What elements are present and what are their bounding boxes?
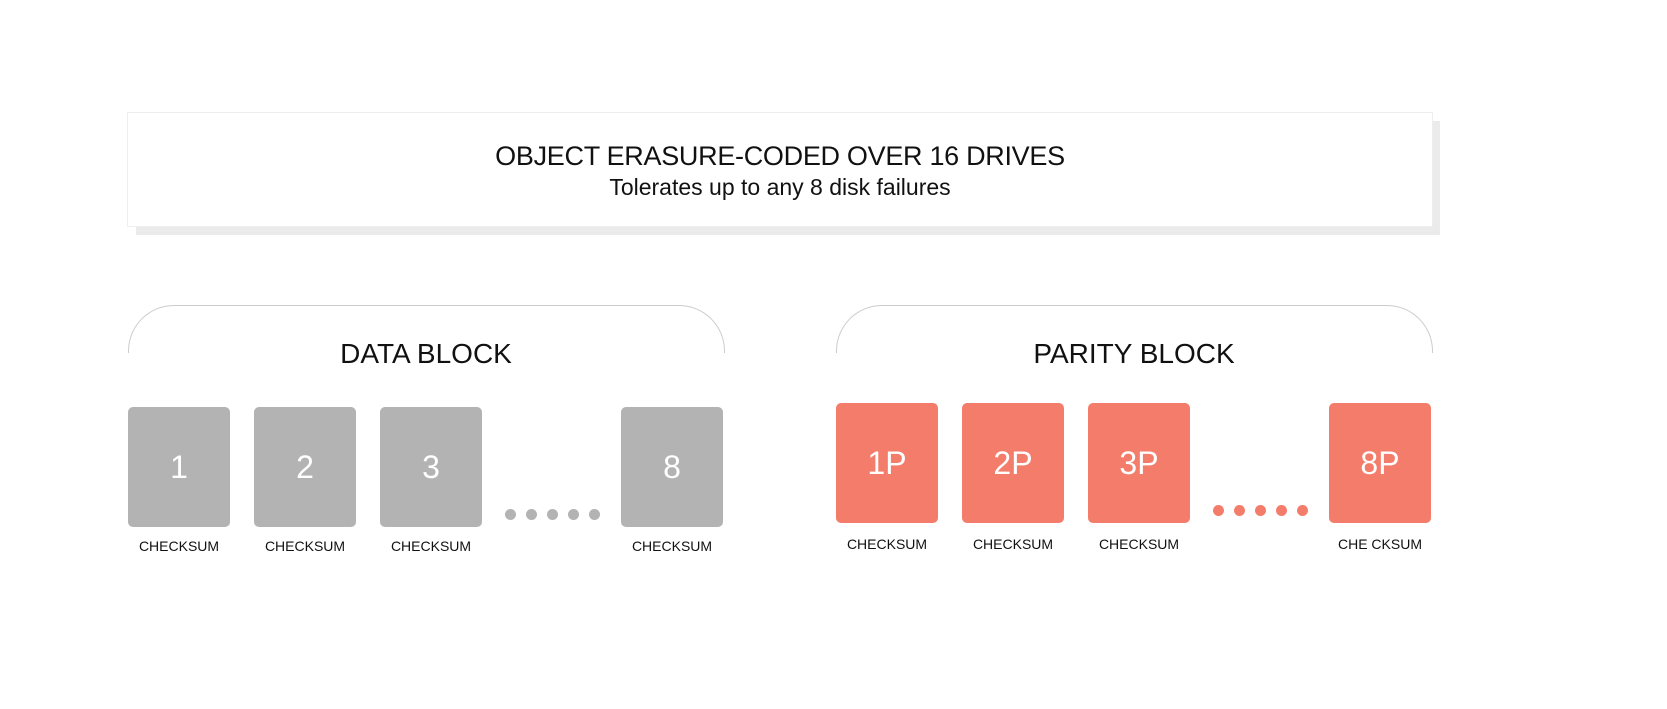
data-ellipsis-dot — [589, 509, 600, 520]
parity-checksum-label: CHECKSUM — [846, 536, 928, 552]
title-box: OBJECT ERASURE-CODED OVER 16 DRIVES Tole… — [127, 112, 1433, 227]
parity-ellipsis-dot — [1213, 505, 1224, 516]
data-checksum-label: CHECKSUM — [631, 538, 713, 554]
diagram-subtitle: Tolerates up to any 8 disk failures — [609, 174, 951, 200]
parity-ellipsis-dot — [1297, 505, 1308, 516]
parity-drive: 1P — [836, 403, 938, 523]
parity-checksum-label: CHECKSUM — [1098, 536, 1180, 552]
data-ellipsis-dot — [505, 509, 516, 520]
parity-drive: 3P — [1088, 403, 1190, 523]
data-drive: 1 — [128, 407, 230, 527]
data-checksum-label: CHECKSUM — [390, 538, 472, 554]
parity-checksum-label: CHE CKSUM — [1337, 536, 1422, 552]
parity-checksum-label: CHECKSUM — [972, 536, 1054, 552]
data-drive: 2 — [254, 407, 356, 527]
parity-block-label: PARITY BLOCK — [1033, 338, 1235, 369]
data-drive: 3 — [380, 407, 482, 527]
data-block-label: DATA BLOCK — [340, 338, 512, 369]
data-ellipsis-dot — [547, 509, 558, 520]
data-checksum-label: CHECKSUM — [264, 538, 346, 554]
data-checksum-label: CHECKSUM — [138, 538, 220, 554]
diagram-title: OBJECT ERASURE-CODED OVER 16 DRIVES — [495, 141, 1065, 171]
parity-drive: 2P — [962, 403, 1064, 523]
parity-ellipsis-dot — [1234, 505, 1245, 516]
parity-drive: 8P — [1329, 403, 1431, 523]
data-drive: 8 — [621, 407, 723, 527]
data-ellipsis-dot — [526, 509, 537, 520]
data-ellipsis-dot — [568, 509, 579, 520]
parity-ellipsis-dot — [1255, 505, 1266, 516]
parity-ellipsis-dot — [1276, 505, 1287, 516]
